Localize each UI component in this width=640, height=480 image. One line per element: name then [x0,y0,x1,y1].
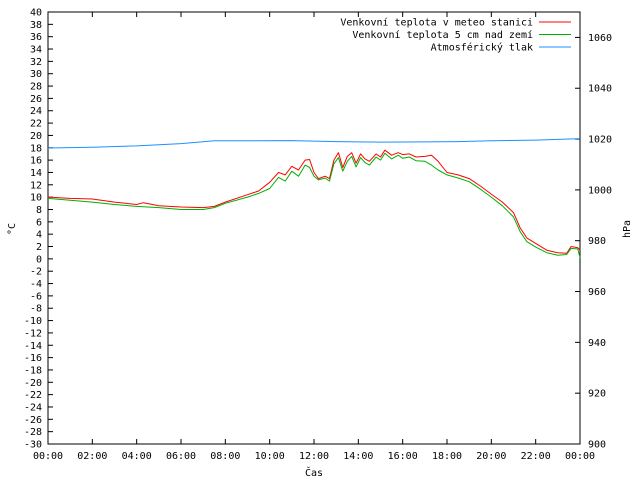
legend: Venkovní teplota v meteo staniciVenkovní… [340,17,571,54]
y2-tick-label: 960 [588,287,606,298]
y-tick-label: 18 [30,143,42,154]
y-tick-label: 28 [30,82,42,93]
x-tick-label: 08:00 [210,451,240,462]
x-axis-label: Čas [305,466,323,479]
y2-tick-label: 940 [588,338,606,349]
y-tick-label: -6 [30,291,42,302]
y2-axis-label: hPa [622,220,633,238]
y2-tick-label: 1060 [588,33,612,44]
x-tick-label: 14:00 [343,451,373,462]
y-tick-label: -16 [24,353,42,364]
y2-tick-label: 1040 [588,84,612,95]
x-tick-label: 12:00 [299,451,329,462]
y-tick-label: 36 [30,32,42,43]
plot-frame [47,11,581,445]
y-axis-label: °C [7,223,18,235]
y-tick-label: 10 [30,193,42,204]
x-tick-label: 00:00 [565,451,595,462]
y-tick-label: -30 [24,440,42,451]
y-tick-label: -2 [30,267,42,278]
y-tick-label: 0 [36,254,42,265]
x-tick-label: 18:00 [432,451,462,462]
plot-border [47,11,581,445]
y-tick-label: -12 [24,328,42,339]
y-tick-label: 12 [30,180,42,191]
series-line-2 [47,152,581,258]
series-line-3 [47,138,581,149]
y-tick-label: -10 [24,316,42,327]
y-tick-label: 40 [30,8,42,19]
y-tick-label: 14 [30,168,42,179]
y-tick-label: 4 [36,230,42,241]
legend-label: Venkovní teplota 5 cm nad zemí [352,29,533,41]
x-tick-label: 20:00 [476,451,506,462]
y-tick-label: 34 [30,45,42,56]
y-tick-label: 2 [36,242,42,253]
y-tick-label: -28 [24,427,42,438]
x-tick-label: 02:00 [77,451,107,462]
y-tick-label: 24 [30,106,42,117]
legend-label: Atmosférický tlak [431,42,533,54]
y-tick-label: -26 [24,415,42,426]
y-tick-label: -22 [24,390,42,401]
x-tick-label: 16:00 [388,451,418,462]
y-tick-label: 32 [30,57,42,68]
y-tick-label: 20 [30,131,42,142]
y-tick-label: 6 [36,217,42,228]
y-tick-label: 26 [30,94,42,105]
x-tick-label: 22:00 [521,451,551,462]
y-tick-label: -14 [24,341,42,352]
y-tick-label: -18 [24,365,42,376]
x-tick-label: 00:00 [33,451,63,462]
x-tick-label: 10:00 [255,451,285,462]
x-tick-label: 04:00 [122,451,152,462]
y-tick-label: 30 [30,69,42,80]
y2-tick-label: 900 [588,440,606,451]
y-tick-label: -4 [30,279,42,290]
y-tick-label: 8 [36,205,42,216]
y-tick-label: 38 [30,20,42,31]
y-tick-label: 22 [30,119,42,130]
y2-tick-label: 1020 [588,135,612,146]
y2-tick-label: 1000 [588,185,612,196]
axis-ticks: 00:00 02:00 04:00 06:00 08:00 10:00 12:00 14:00… [24,8,612,463]
y-tick-label: -8 [30,304,42,315]
series-lines [47,138,581,258]
y-tick-label: 16 [30,156,42,167]
legend-label: Venkovní teplota v meteo stanici [340,17,533,29]
y-tick-label: -24 [24,402,42,413]
x-tick-label: 06:00 [166,451,196,462]
y2-tick-label: 980 [588,236,606,247]
y-tick-label: -20 [24,378,42,389]
y2-tick-label: 920 [588,389,606,400]
series-line-1 [47,149,581,254]
